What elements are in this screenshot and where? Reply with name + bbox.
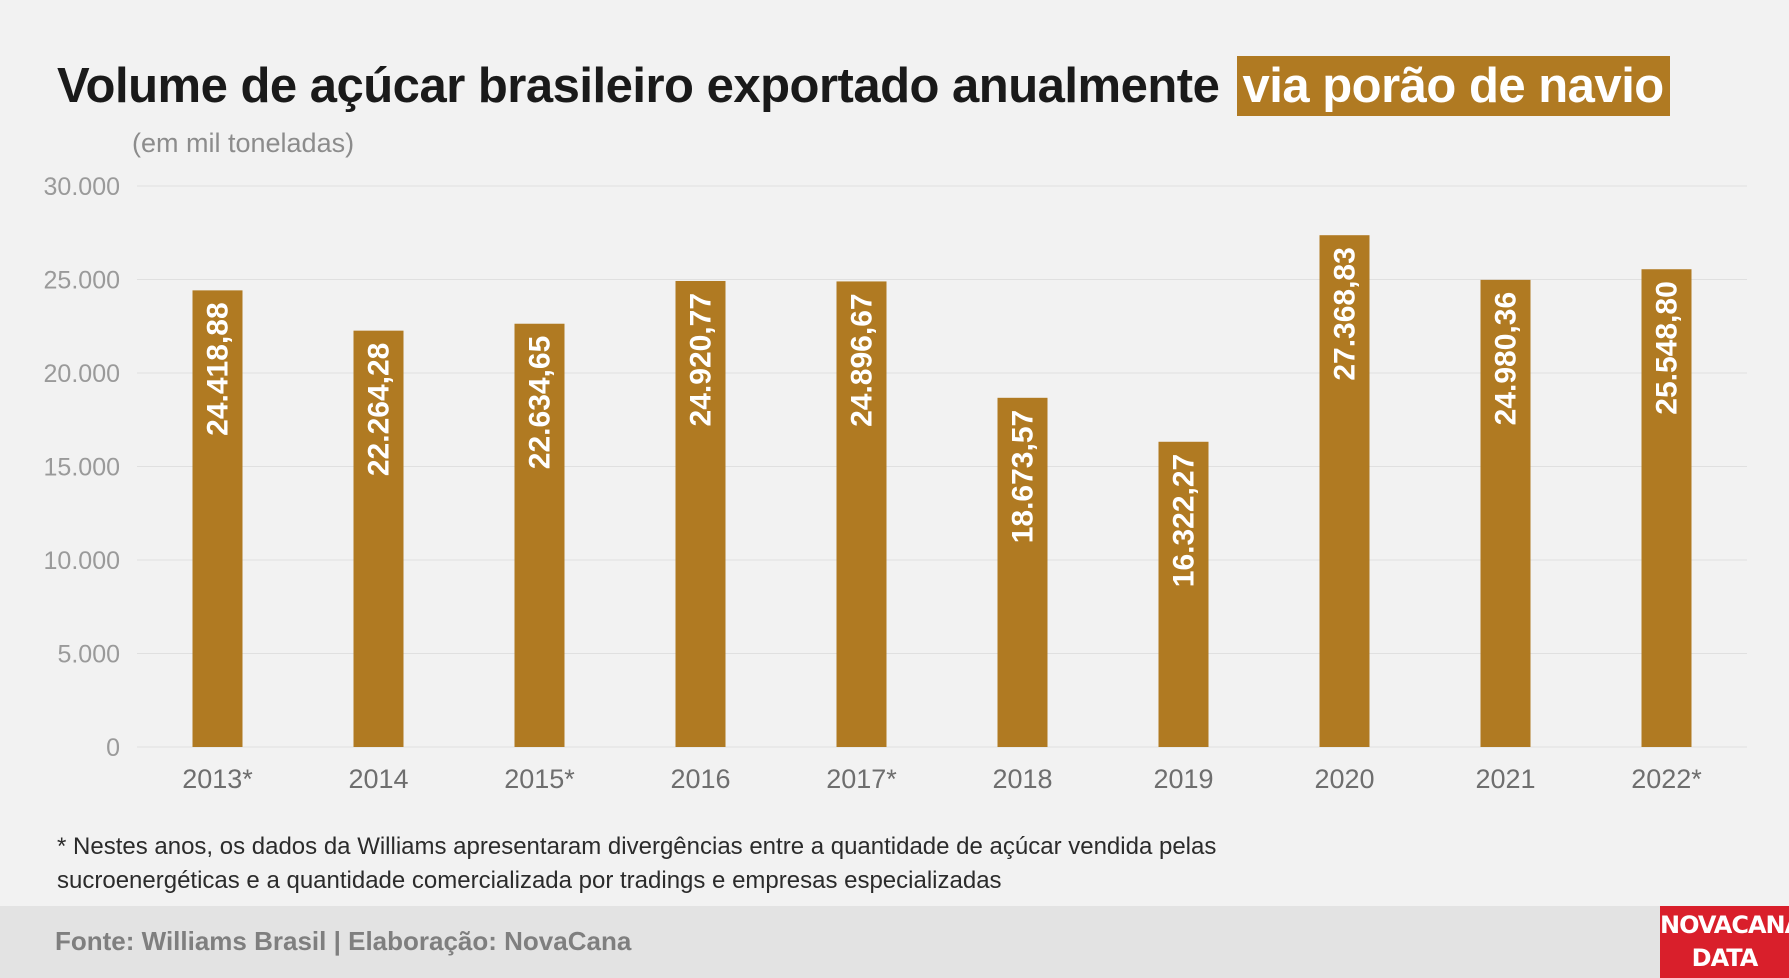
x-tick-label: 2016 [670, 764, 730, 794]
x-tick-label: 2018 [992, 764, 1052, 794]
y-tick-label: 20.000 [44, 360, 120, 388]
novacana-data-logo: NOVACANA DATA [1660, 906, 1789, 978]
x-tick-label: 2021 [1475, 764, 1535, 794]
y-tick-label: 5.000 [57, 641, 120, 669]
bar [514, 323, 565, 747]
x-tick-label: 2017* [826, 764, 897, 794]
x-tick-label: 2014 [348, 764, 408, 794]
x-tick-label: 2015* [504, 764, 575, 794]
bar-value-label: 24.920,77 [685, 293, 718, 426]
chart-subtitle: (em mil toneladas) [132, 128, 355, 158]
bar-value-label: 18.673,57 [1007, 410, 1040, 543]
x-tick-label: 2019 [1153, 764, 1213, 794]
source-credit: Fonte: Williams Brasil | Elaboração: Nov… [55, 926, 632, 956]
footnote: * Nestes anos, os dados da Williams apre… [57, 830, 1457, 898]
logo-text-novacana: NOVACANA [1660, 911, 1789, 939]
bar [1641, 269, 1692, 747]
title-highlight: via porão de navio [1236, 56, 1670, 116]
x-tick-label: 2013* [182, 764, 253, 794]
x-tick-label: 2020 [1314, 764, 1374, 794]
bar-value-label: 22.634,65 [524, 336, 557, 469]
y-tick-label: 25.000 [44, 267, 120, 295]
bar-value-label: 27.368,83 [1329, 247, 1362, 380]
y-tick-label: 10.000 [44, 547, 120, 575]
footer: Fonte: Williams Brasil | Elaboração: Nov… [0, 906, 1789, 978]
bar-value-label: 24.896,67 [846, 293, 879, 426]
bar-value-label: 24.418,88 [202, 302, 235, 435]
value-labels: 24.418,88 22.264,28 22.634,65 24.920,77 24.8… [202, 247, 1684, 587]
chart-title: Volume de açúcar brasileiro exportado an… [57, 52, 1670, 120]
bar [675, 280, 726, 747]
bars [192, 235, 1692, 747]
bar [836, 281, 887, 747]
x-tick-label: 2022* [1631, 764, 1702, 794]
bar-value-label: 25.548,80 [1651, 281, 1684, 414]
x-axis-ticks: 2013* 2014 2015* 2016 2017* 2018 2019 2020 2021 2… [182, 764, 1702, 794]
bar [1158, 441, 1209, 747]
title-main: Volume de açúcar brasileiro exportado an… [57, 59, 1220, 113]
footnote-line-2: sucroenergéticas e a quantidade comercia… [57, 867, 1002, 894]
logo-text-data: DATA [1691, 944, 1759, 972]
bar-value-label: 16.322,27 [1168, 454, 1201, 587]
bar [1319, 235, 1370, 747]
y-axis-ticks: 0 5.000 10.000 15.000 20.000 25.000 30.000 [44, 173, 120, 762]
y-tick-label: 0 [106, 734, 120, 762]
bar-value-label: 24.980,36 [1490, 292, 1523, 425]
footnote-line-1: * Nestes anos, os dados da Williams apre… [57, 833, 1217, 860]
y-tick-label: 15.000 [44, 454, 120, 482]
bar-chart: 0 5.000 10.000 15.000 20.000 25.000 30.000 24.… [44, 173, 1747, 794]
y-tick-label: 30.000 [44, 173, 120, 201]
bar [192, 290, 243, 747]
grid-lines [137, 185, 1747, 748]
bar [1480, 279, 1531, 747]
bar [353, 330, 404, 747]
bar-value-label: 22.264,28 [363, 343, 396, 476]
bar [997, 397, 1048, 747]
